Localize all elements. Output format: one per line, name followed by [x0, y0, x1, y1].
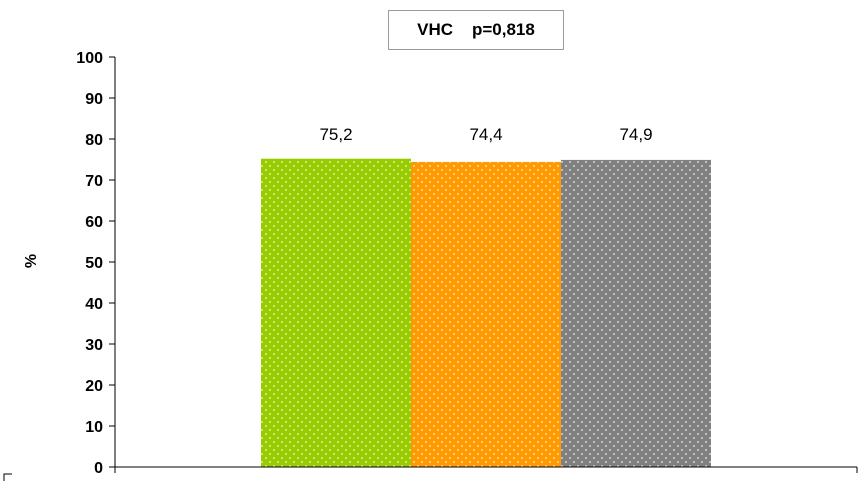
- chart-title: VHC p=0,818: [388, 10, 564, 50]
- y-tick-label: 60: [85, 214, 103, 231]
- bar-value-label: 75,2: [319, 125, 352, 144]
- y-tick-label: 80: [85, 132, 103, 149]
- y-tick-label: 20: [85, 378, 103, 395]
- y-tick-label: 0: [94, 460, 103, 477]
- y-tick-label: 90: [85, 91, 103, 108]
- y-axis-title: %: [23, 254, 40, 268]
- bar-value-label: 74,4: [469, 125, 502, 144]
- bar-pattern: [261, 158, 411, 467]
- y-tick-label: 30: [85, 337, 103, 354]
- bar-pattern: [411, 161, 561, 467]
- bar-value-label: 74,9: [619, 125, 652, 144]
- y-tick-label: 10: [85, 419, 103, 436]
- y-tick-label: 70: [85, 173, 103, 190]
- y-tick-label: 40: [85, 296, 103, 313]
- corner-mark: [3, 473, 12, 481]
- bar-pattern: [561, 159, 711, 467]
- y-tick-label: 50: [85, 255, 103, 272]
- y-tick-label: 100: [76, 50, 103, 67]
